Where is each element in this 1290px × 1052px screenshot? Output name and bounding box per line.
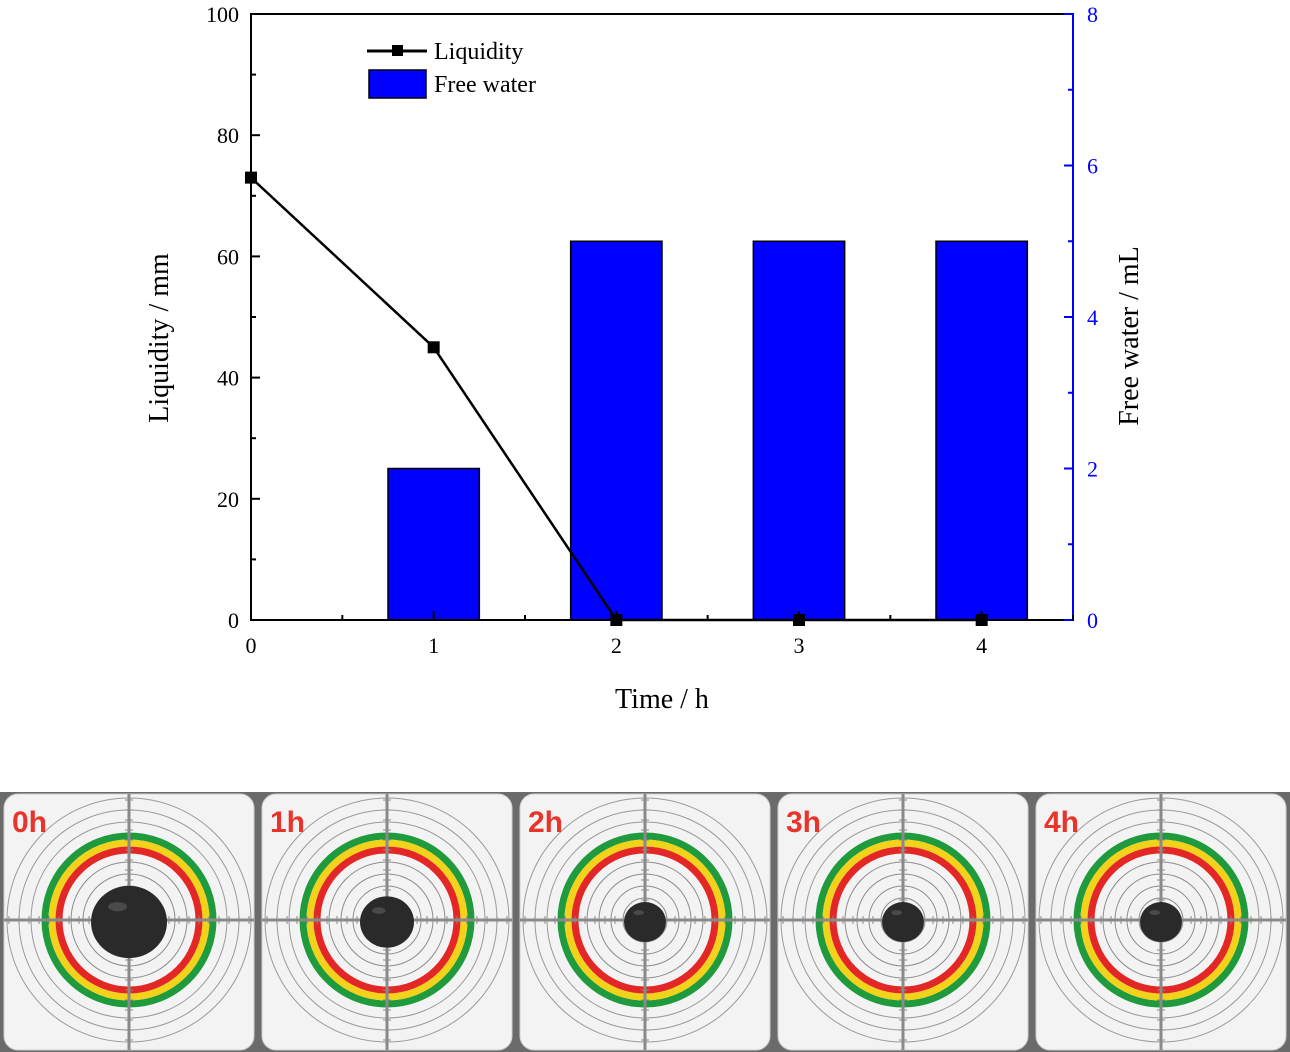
photo-panel-3h: 3h — [777, 793, 1029, 1051]
legend: Liquidity Free water — [367, 39, 536, 99]
free-water-bars — [387, 240, 1029, 621]
y-axis-label-right: Free water / mL — [1114, 246, 1145, 426]
y-left-tick-label: 0 — [228, 608, 239, 633]
y-right-tick-label: 8 — [1087, 2, 1098, 27]
y-right-tick-label: 0 — [1087, 608, 1098, 633]
y-left-tick-label: 80 — [217, 123, 239, 148]
legend-label-free-water: Free water — [434, 72, 536, 98]
free-water-bar — [935, 240, 1029, 621]
slurry-sample — [360, 896, 414, 948]
photo-panel-1h: 1h — [261, 793, 513, 1051]
photo-time-label: 2h — [528, 806, 563, 839]
legend-bar-sample — [368, 69, 427, 99]
liquidity-point — [427, 341, 440, 354]
y-axis-label-left: Liquidity / mm — [144, 253, 175, 423]
photo-time-label: 3h — [786, 806, 821, 839]
y-left-tick-label: 100 — [206, 2, 239, 27]
sample-highlight — [372, 907, 386, 914]
sample-highlight — [633, 910, 644, 916]
y-left-tick-label: 60 — [217, 244, 239, 269]
sample-highlight — [891, 910, 902, 916]
sample-highlight — [108, 902, 128, 912]
x-tick-label: 2 — [611, 633, 622, 658]
liquidity-line — [245, 171, 988, 626]
liquidity-point — [610, 614, 623, 626]
liquidity-point — [793, 614, 805, 626]
photo-panel-4h: 4h — [1035, 793, 1287, 1051]
free-water-bar — [569, 240, 663, 621]
x-tick-label: 4 — [976, 633, 987, 658]
slurry-sample — [91, 885, 167, 959]
photo-time-label: 4h — [1044, 806, 1079, 839]
x-tick-label: 0 — [246, 633, 257, 658]
slurry-sample — [1140, 902, 1182, 942]
y-right-tick-label: 4 — [1087, 305, 1098, 330]
y-right-tick-label: 6 — [1087, 154, 1098, 179]
legend-marker-sample — [392, 45, 403, 56]
slurry-sample — [624, 902, 666, 942]
x-tick-label: 1 — [428, 633, 439, 658]
x-tick-label: 3 — [794, 633, 805, 658]
photo-strip: 0h 1h 2h 3h 4h — [0, 792, 1290, 1052]
sample-highlight — [1149, 910, 1160, 916]
liquidity-point — [975, 614, 988, 626]
liquidity-point — [245, 171, 257, 184]
x-axis-label: Time / h — [615, 684, 709, 715]
free-water-bar — [752, 240, 846, 621]
slurry-sample — [882, 902, 924, 942]
photo-panel-0h: 0h — [3, 793, 255, 1051]
y-left-tick-label: 20 — [217, 487, 239, 512]
y-left-tick-label: 40 — [217, 366, 239, 391]
free-water-bar — [387, 467, 481, 621]
photo-time-label: 0h — [12, 806, 47, 839]
photo-panel-2h: 2h — [519, 793, 771, 1051]
y-right-tick-label: 2 — [1087, 457, 1098, 482]
photo-time-label: 1h — [270, 806, 305, 839]
legend-label-liquidity: Liquidity — [434, 39, 523, 65]
